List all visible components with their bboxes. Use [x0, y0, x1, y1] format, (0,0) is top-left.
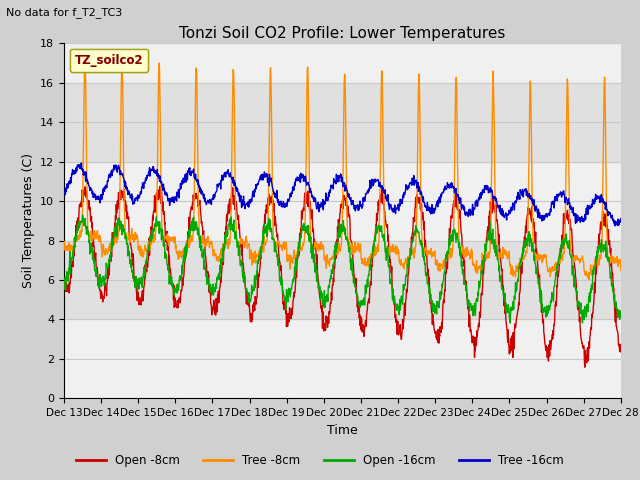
X-axis label: Time: Time — [327, 424, 358, 437]
Title: Tonzi Soil CO2 Profile: Lower Temperatures: Tonzi Soil CO2 Profile: Lower Temperatur… — [179, 25, 506, 41]
Legend: Open -8cm, Tree -8cm, Open -16cm, Tree -16cm: Open -8cm, Tree -8cm, Open -16cm, Tree -… — [71, 449, 569, 472]
Bar — [64, 240, 621, 320]
Bar — [64, 83, 621, 162]
Y-axis label: Soil Temperatures (C): Soil Temperatures (C) — [22, 153, 35, 288]
Legend: TZ_soilco2: TZ_soilco2 — [70, 49, 148, 72]
Text: No data for f_T2_TC3: No data for f_T2_TC3 — [6, 7, 123, 18]
